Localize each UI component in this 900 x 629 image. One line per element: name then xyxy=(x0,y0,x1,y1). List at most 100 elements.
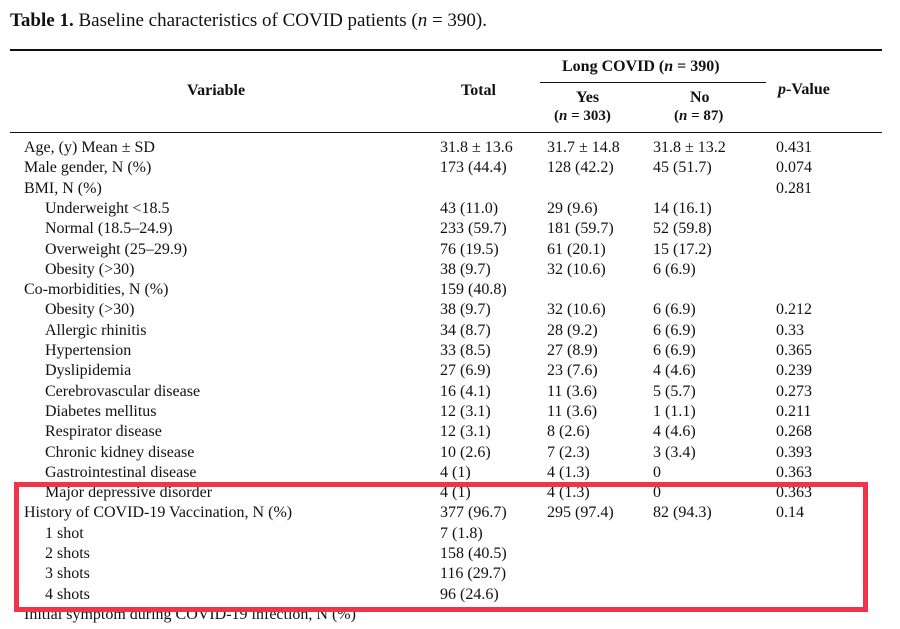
yes-cell: 32 (10.6) xyxy=(547,301,606,319)
highlight-box xyxy=(14,482,868,612)
header-text: = 87) xyxy=(687,108,724,124)
no-cell: 14 (16.1) xyxy=(653,199,712,217)
variable-cell: Hypertension xyxy=(45,342,132,359)
yes-cell: 295 (97.4) xyxy=(547,504,614,522)
total-cell: 31.8 ± 13.6 xyxy=(440,139,513,156)
total-cell: 76 (19.5) xyxy=(440,240,499,258)
p-value-cell: 0.268 xyxy=(776,423,812,441)
variable-cell: Major depressive disorder xyxy=(45,484,213,502)
total-cell: 159 (40.8) xyxy=(440,281,507,299)
no-cell: 6 (6.9) xyxy=(653,301,696,319)
total-cell: 7 (1.8) xyxy=(440,524,483,542)
yes-cell: 29 (9.6) xyxy=(547,199,598,217)
no-cell: 5 (5.7) xyxy=(653,382,696,400)
header-yes: Yes xyxy=(576,89,600,106)
total-cell: 4 (1) xyxy=(440,463,471,481)
header-p-value: p-Value xyxy=(778,81,830,99)
no-cell: 0 xyxy=(653,484,661,502)
header-text: ( xyxy=(674,108,679,124)
header-text: Long COVID ( xyxy=(562,58,665,75)
variable-cell: Gastrointestinal disease xyxy=(45,463,197,481)
p-value-cell: 0.212 xyxy=(776,301,812,319)
variable-cell: Allergic rhinitis xyxy=(45,321,147,339)
no-cell: 45 (51.7) xyxy=(653,159,712,177)
p-value-cell: 0.281 xyxy=(776,179,812,197)
p-value-cell: 0.363 xyxy=(776,484,812,502)
no-cell: 31.8 ± 13.2 xyxy=(653,139,726,156)
p-value-cell: 0.239 xyxy=(776,362,812,380)
variable-cell: Diabetes mellitus xyxy=(45,402,157,420)
variable-cell: 4 shots xyxy=(45,585,90,603)
total-cell: 12 (3.1) xyxy=(440,423,491,441)
caption-label: Table 1. xyxy=(10,10,74,31)
yes-cell: 23 (7.6) xyxy=(547,362,598,380)
no-cell: 3 (3.4) xyxy=(653,443,696,461)
p-value-cell: 0.33 xyxy=(776,321,804,339)
header-text: = 390) xyxy=(673,58,720,75)
yes-cell: 7 (2.3) xyxy=(547,443,590,461)
total-cell: 158 (40.5) xyxy=(440,545,507,562)
variable-cell: Normal (18.5–24.9) xyxy=(45,220,173,238)
total-cell: 4 (1) xyxy=(440,484,471,502)
no-cell: 82 (94.3) xyxy=(653,504,712,522)
header-text: -Value xyxy=(786,81,830,98)
yes-cell: 128 (42.2) xyxy=(547,159,614,177)
total-cell: 16 (4.1) xyxy=(440,382,491,400)
header-n: n xyxy=(559,108,568,124)
p-value-cell: 0.14 xyxy=(776,504,804,522)
yes-cell: 61 (20.1) xyxy=(547,240,606,258)
total-cell: 27 (6.9) xyxy=(440,362,491,380)
header-text: ( xyxy=(554,108,559,124)
no-cell: 6 (6.9) xyxy=(653,321,696,339)
total-cell: 233 (59.7) xyxy=(440,220,507,238)
p-value-cell: 0.363 xyxy=(776,463,812,481)
variable-cell: Cerebrovascular disease xyxy=(45,382,201,400)
total-cell: 10 (2.6) xyxy=(440,443,491,461)
total-cell: 12 (3.1) xyxy=(440,402,491,420)
yes-cell: 4 (1.3) xyxy=(547,484,590,502)
header-total: Total xyxy=(461,82,496,99)
yes-cell: 4 (1.3) xyxy=(547,463,590,481)
p-value-cell: 0.211 xyxy=(776,402,812,420)
yes-cell: 31.7 ± 14.8 xyxy=(547,139,620,156)
p-value-cell: 0.393 xyxy=(776,443,812,461)
variable-cell: 3 shots xyxy=(45,565,90,583)
yes-cell: 32 (10.6) xyxy=(547,260,606,278)
header-yes-n: (n = 303) xyxy=(554,108,611,125)
total-cell: 96 (24.6) xyxy=(440,585,499,603)
variable-cell: Age, (y) Mean ± SD xyxy=(24,139,155,156)
variable-cell: Overweight (25–29.9) xyxy=(45,240,188,258)
no-cell: 15 (17.2) xyxy=(653,240,712,258)
no-cell: 1 (1.1) xyxy=(653,402,696,420)
header-no: No xyxy=(690,89,710,106)
header-p: p xyxy=(778,81,786,98)
header-text: = 303) xyxy=(567,108,611,124)
variable-cell: 2 shots xyxy=(45,545,90,562)
group-rule xyxy=(540,82,766,83)
yes-cell: 8 (2.6) xyxy=(547,423,590,441)
variable-cell: Co-morbidities, N (%) xyxy=(24,281,169,299)
p-value-cell: 0.365 xyxy=(776,342,812,359)
total-cell: 34 (8.7) xyxy=(440,321,491,339)
total-cell: 38 (9.7) xyxy=(440,301,491,319)
header-n: n xyxy=(679,108,688,124)
header-variable: Variable xyxy=(187,82,246,99)
total-cell: 43 (11.0) xyxy=(440,199,499,217)
yes-cell: 27 (8.9) xyxy=(547,342,598,359)
variable-cell: History of COVID-19 Vaccination, N (%) xyxy=(24,504,293,522)
total-cell: 38 (9.7) xyxy=(440,260,491,278)
no-cell: 4 (4.6) xyxy=(653,362,696,380)
variable-cell: 1 shot xyxy=(45,524,84,542)
variable-cell: Underweight <18.5 xyxy=(45,199,170,217)
table-caption: Table 1. Baseline characteristics of COV… xyxy=(10,10,487,32)
p-value-cell: 0.431 xyxy=(776,139,812,156)
yes-cell: 181 (59.7) xyxy=(547,220,614,238)
yes-cell: 28 (9.2) xyxy=(547,321,598,339)
total-cell: 33 (8.5) xyxy=(440,342,491,359)
yes-cell: 11 (3.6) xyxy=(547,382,598,400)
p-value-cell: 0.273 xyxy=(776,382,812,400)
variable-cell: Dyslipidemia xyxy=(45,362,132,380)
variable-cell: BMI, N (%) xyxy=(24,179,102,197)
caption-text: = 390). xyxy=(427,10,488,31)
variable-cell: Male gender, N (%) xyxy=(24,159,152,177)
